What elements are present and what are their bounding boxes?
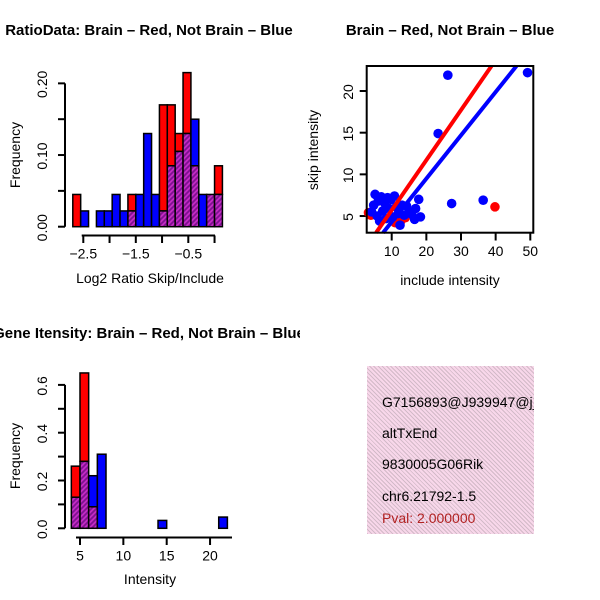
event-type-text: altTxEnd (382, 425, 438, 441)
ratio-histogram: 0.00 0.10 0.20 −2.5 −1.5 −0.5 (34, 71, 224, 262)
svg-text:0.6: 0.6 (34, 376, 50, 396)
gene-intensity-ylabel: Frequency (7, 422, 23, 490)
pval-text: Pval: 2.000000 (382, 510, 476, 526)
svg-text:−2.5: −2.5 (69, 246, 97, 262)
info-panel: G7156893@J939947@j_ altTxEnd 9830005G06R… (300, 300, 600, 600)
svg-text:30: 30 (453, 243, 469, 259)
gene-name-text: 9830005G06Rik (382, 456, 484, 472)
scatter-point-blue (413, 194, 424, 205)
svg-text:0.20: 0.20 (34, 71, 50, 98)
scatter-xlabel: include intensity (400, 272, 500, 288)
svg-text:0.10: 0.10 (34, 142, 50, 169)
svg-text:−0.5: −0.5 (174, 246, 202, 262)
svg-text:−1.5: −1.5 (122, 246, 150, 262)
svg-text:0.4: 0.4 (34, 424, 50, 444)
gene-intensity-histogram: 0.0 0.2 0.4 0.6 5 10 15 20 (34, 372, 232, 564)
svg-text:5: 5 (340, 213, 356, 221)
locus-text: chr6.21792-1.5 (382, 488, 477, 504)
svg-text:10: 10 (340, 167, 356, 183)
scatter-point-red (490, 202, 500, 212)
gene-intensity-title: Gene Itensity: Brain – Red, Not Brain – … (0, 325, 300, 342)
svg-text:10: 10 (116, 548, 132, 564)
scatter-point-blue (443, 70, 453, 80)
scatter-point-blue (522, 67, 533, 78)
scatter-point-blue (395, 220, 405, 230)
svg-text:20: 20 (340, 84, 356, 100)
scatter-point-blue (446, 198, 457, 209)
probe-id-text: G7156893@J939947@j_ (382, 394, 534, 410)
gene-intensity-histogram-panel: Gene Itensity: Brain – Red, Not Brain – … (0, 300, 300, 600)
gene-info-box: G7156893@J939947@j_ altTxEnd 9830005G06R… (366, 366, 534, 534)
ratio-histogram-ylabel: Frequency (7, 121, 23, 189)
svg-text:15: 15 (159, 548, 175, 564)
scatter-point-blue (410, 203, 421, 214)
scatter-point-blue (389, 191, 400, 201)
fit-line-blue (381, 64, 519, 234)
svg-text:20: 20 (419, 243, 435, 259)
svg-text:40: 40 (488, 243, 504, 259)
fit-line-red (374, 64, 494, 234)
scatter-title: Brain – Red, Not Brain – Blue (345, 22, 555, 39)
scatter-plot-box (365, 65, 535, 234)
svg-text:0.2: 0.2 (34, 472, 50, 492)
ratio-histogram-xlabel: Log2 Ratio Skip/Include (76, 270, 224, 286)
scatter-ylabel: skip intensity (305, 109, 321, 191)
svg-text:50: 50 (523, 243, 539, 259)
svg-text:0.00: 0.00 (34, 214, 50, 241)
svg-text:20: 20 (202, 548, 218, 564)
scatter-point-blue (433, 128, 443, 139)
scatter-point-blue (478, 195, 488, 205)
scatter-panel: Brain – Red, Not Brain – Blue include in… (300, 0, 600, 300)
ratio-histogram-panel: RatioData: Brain – Red, Not Brain – Blue… (0, 0, 300, 300)
svg-text:10: 10 (384, 243, 400, 259)
scatter-point-blue (415, 212, 426, 222)
intensity-scatter: 10 20 30 40 50 5 10 15 20 (340, 64, 539, 259)
ratio-histogram-title: RatioData: Brain – Red, Not Brain – Blue (5, 22, 293, 39)
gene-intensity-xlabel: Intensity (123, 571, 177, 587)
svg-text:5: 5 (76, 548, 84, 564)
svg-text:0.0: 0.0 (34, 519, 50, 539)
svg-text:15: 15 (340, 126, 356, 142)
